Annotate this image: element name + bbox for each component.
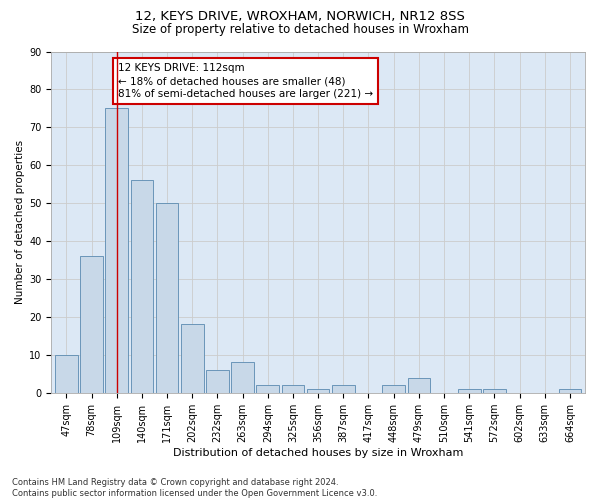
Bar [407,378,430,392]
Bar [281,385,304,392]
Bar [559,389,581,392]
X-axis label: Distribution of detached houses by size in Wroxham: Distribution of detached houses by size … [173,448,463,458]
Bar [332,385,355,392]
Y-axis label: Number of detached properties: Number of detached properties [15,140,25,304]
Bar [131,180,153,392]
Bar [181,324,203,392]
Bar [483,389,506,392]
Bar [206,370,229,392]
Bar [382,385,405,392]
Bar [231,362,254,392]
Bar [156,203,178,392]
Text: 12, KEYS DRIVE, WROXHAM, NORWICH, NR12 8SS: 12, KEYS DRIVE, WROXHAM, NORWICH, NR12 8… [135,10,465,23]
Text: 12 KEYS DRIVE: 112sqm
← 18% of detached houses are smaller (48)
81% of semi-deta: 12 KEYS DRIVE: 112sqm ← 18% of detached … [118,63,373,100]
Bar [80,256,103,392]
Bar [458,389,481,392]
Text: Contains HM Land Registry data © Crown copyright and database right 2024.
Contai: Contains HM Land Registry data © Crown c… [12,478,377,498]
Text: Size of property relative to detached houses in Wroxham: Size of property relative to detached ho… [131,22,469,36]
Bar [55,355,77,393]
Bar [256,385,279,392]
Bar [307,389,329,392]
Bar [106,108,128,393]
